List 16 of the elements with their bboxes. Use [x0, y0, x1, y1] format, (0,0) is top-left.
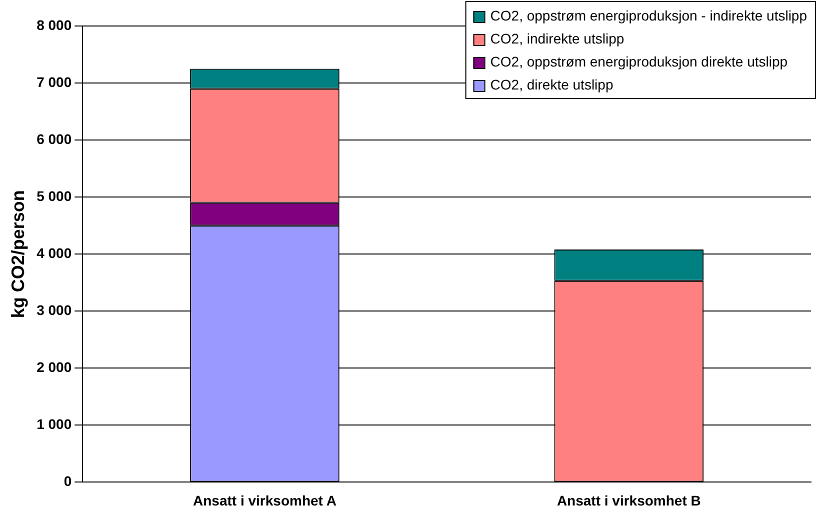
- y-tick-label: 8 000: [36, 16, 72, 33]
- legend-label: CO2, indirekte utslipp: [490, 30, 624, 46]
- x-tick-label: Ansatt i virksomhet A: [193, 492, 336, 508]
- y-tick-label: 0: [64, 473, 72, 490]
- y-tick-label: 6 000: [36, 130, 72, 147]
- y-tick-label: 5 000: [36, 188, 72, 204]
- y-tick-label: 2 000: [36, 359, 72, 376]
- legend-label: CO2, direkte utslipp: [490, 76, 614, 92]
- y-tick-label: 4 000: [36, 244, 72, 261]
- legend-label: CO2, oppstrøm energiproduksjon direkte utslipp: [490, 53, 788, 70]
- y-tick-label: 7 000: [36, 74, 72, 90]
- y-tick-label: 1 000: [36, 416, 72, 432]
- legend-label: CO2, oppstrøm energiproduksjon - indirekte utslipp: [490, 7, 808, 24]
- y-tick-label: 3 000: [36, 302, 72, 318]
- x-tick-label: Ansatt i virksomhet B: [556, 492, 701, 508]
- y-axis-title: kg CO2/person: [8, 190, 28, 318]
